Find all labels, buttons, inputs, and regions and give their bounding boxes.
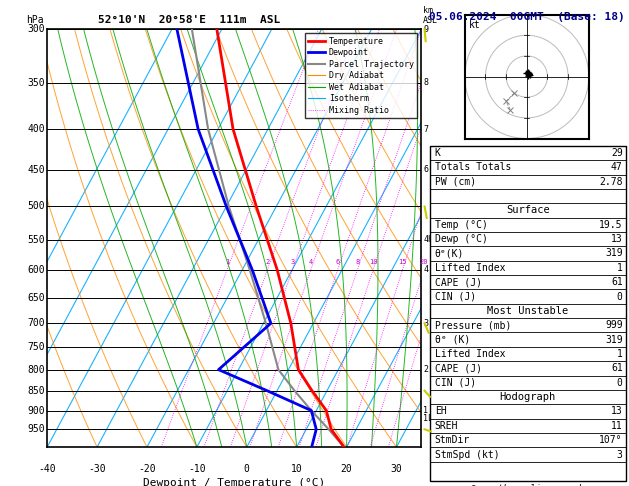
Text: 800: 800 bbox=[28, 364, 45, 375]
Text: © weatheronline.co.uk: © weatheronline.co.uk bbox=[471, 484, 584, 486]
Text: -10: -10 bbox=[188, 464, 206, 474]
Text: 10: 10 bbox=[369, 259, 377, 265]
Text: 8: 8 bbox=[423, 78, 428, 87]
Text: hPa: hPa bbox=[26, 15, 43, 25]
Text: 107°: 107° bbox=[599, 435, 623, 445]
Text: 0: 0 bbox=[244, 464, 250, 474]
Text: 950: 950 bbox=[28, 424, 45, 434]
Text: 8: 8 bbox=[355, 259, 360, 265]
Text: 650: 650 bbox=[28, 293, 45, 303]
Text: 0: 0 bbox=[617, 292, 623, 302]
Text: 850: 850 bbox=[28, 386, 45, 396]
Text: 6: 6 bbox=[335, 259, 340, 265]
Text: StmDir: StmDir bbox=[435, 435, 470, 445]
Text: Totals Totals: Totals Totals bbox=[435, 162, 511, 173]
Text: CAPE (J): CAPE (J) bbox=[435, 277, 482, 287]
Text: 20: 20 bbox=[420, 259, 428, 265]
Text: 319: 319 bbox=[605, 248, 623, 259]
Text: Pressure (mb): Pressure (mb) bbox=[435, 320, 511, 330]
Text: 05.06.2024  00GMT  (Base: 18): 05.06.2024 00GMT (Base: 18) bbox=[429, 12, 625, 22]
Text: 1: 1 bbox=[225, 259, 229, 265]
Text: 1: 1 bbox=[617, 349, 623, 359]
Text: 4: 4 bbox=[423, 265, 428, 274]
Text: 2.78: 2.78 bbox=[599, 177, 623, 187]
Text: 319: 319 bbox=[605, 335, 623, 345]
Text: K: K bbox=[435, 148, 440, 158]
Text: 52°10'N  20°58'E  111m  ASL: 52°10'N 20°58'E 111m ASL bbox=[98, 15, 281, 25]
Text: CIN (J): CIN (J) bbox=[435, 292, 476, 302]
Text: kt: kt bbox=[469, 19, 481, 30]
Text: CAPE (J): CAPE (J) bbox=[435, 364, 482, 373]
Text: Dewpoint / Temperature (°C): Dewpoint / Temperature (°C) bbox=[143, 478, 325, 486]
Text: 47: 47 bbox=[611, 162, 623, 173]
Text: Surface: Surface bbox=[506, 206, 550, 215]
Text: 13: 13 bbox=[611, 234, 623, 244]
Text: 350: 350 bbox=[28, 78, 45, 87]
Text: 999: 999 bbox=[605, 320, 623, 330]
Text: 11: 11 bbox=[611, 421, 623, 431]
Text: -40: -40 bbox=[38, 464, 56, 474]
Text: 450: 450 bbox=[28, 165, 45, 175]
Text: 1LCL: 1LCL bbox=[423, 414, 443, 423]
Text: 4h: 4h bbox=[423, 235, 433, 244]
Text: PW (cm): PW (cm) bbox=[435, 177, 476, 187]
Text: 500: 500 bbox=[28, 202, 45, 211]
Text: -30: -30 bbox=[88, 464, 106, 474]
Text: Temp (°C): Temp (°C) bbox=[435, 220, 487, 230]
Text: 3: 3 bbox=[617, 450, 623, 460]
Text: 2: 2 bbox=[265, 259, 270, 265]
Text: 2: 2 bbox=[423, 365, 428, 374]
Text: 30: 30 bbox=[391, 464, 403, 474]
Text: 900: 900 bbox=[28, 405, 45, 416]
Text: 61: 61 bbox=[611, 277, 623, 287]
Text: 600: 600 bbox=[28, 265, 45, 275]
Text: Lifted Index: Lifted Index bbox=[435, 263, 505, 273]
Text: -20: -20 bbox=[138, 464, 156, 474]
Text: 4: 4 bbox=[309, 259, 313, 265]
Text: 1: 1 bbox=[423, 406, 428, 415]
Text: 300: 300 bbox=[28, 24, 45, 34]
Text: 550: 550 bbox=[28, 235, 45, 244]
Text: SREH: SREH bbox=[435, 421, 458, 431]
Text: Lifted Index: Lifted Index bbox=[435, 349, 505, 359]
Legend: Temperature, Dewpoint, Parcel Trajectory, Dry Adiabat, Wet Adiabat, Isotherm, Mi: Temperature, Dewpoint, Parcel Trajectory… bbox=[305, 34, 417, 118]
Text: 0: 0 bbox=[617, 378, 623, 388]
Text: Dewp (°C): Dewp (°C) bbox=[435, 234, 487, 244]
Text: θᵉ (K): θᵉ (K) bbox=[435, 335, 470, 345]
Text: 6: 6 bbox=[423, 165, 428, 174]
Text: 9: 9 bbox=[423, 25, 428, 34]
Text: Most Unstable: Most Unstable bbox=[487, 306, 569, 316]
Text: 19.5: 19.5 bbox=[599, 220, 623, 230]
Text: 1: 1 bbox=[617, 263, 623, 273]
Text: 61: 61 bbox=[611, 364, 623, 373]
Text: 15: 15 bbox=[398, 259, 407, 265]
Text: 13: 13 bbox=[611, 406, 623, 417]
Text: 10: 10 bbox=[291, 464, 303, 474]
Text: 700: 700 bbox=[28, 318, 45, 329]
Text: EH: EH bbox=[435, 406, 447, 417]
Text: 400: 400 bbox=[28, 124, 45, 134]
Text: StmSpd (kt): StmSpd (kt) bbox=[435, 450, 499, 460]
Text: km
ASL: km ASL bbox=[423, 5, 438, 25]
Text: 29: 29 bbox=[611, 148, 623, 158]
Text: 7: 7 bbox=[423, 124, 428, 134]
Text: 3: 3 bbox=[291, 259, 294, 265]
Text: 3: 3 bbox=[423, 319, 428, 328]
Text: Hodograph: Hodograph bbox=[499, 392, 556, 402]
Text: CIN (J): CIN (J) bbox=[435, 378, 476, 388]
Text: Mixing Ratio (g/kg): Mixing Ratio (g/kg) bbox=[447, 211, 456, 307]
Text: 750: 750 bbox=[28, 342, 45, 352]
Text: 20: 20 bbox=[341, 464, 352, 474]
Text: θᵉ(K): θᵉ(K) bbox=[435, 248, 464, 259]
